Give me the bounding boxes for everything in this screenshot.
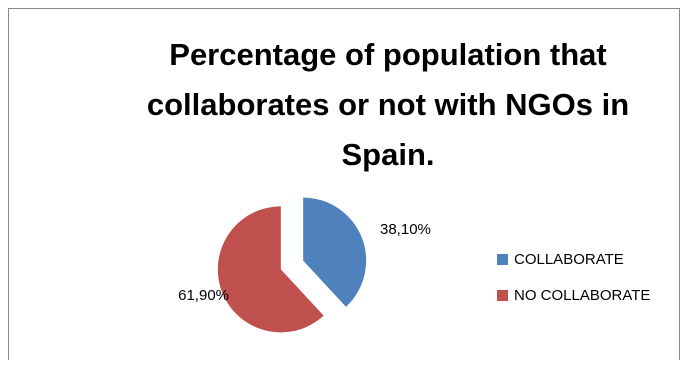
legend-swatch-no-collaborate xyxy=(497,289,508,301)
legend-label-no-collaborate: NO COLLABORATE xyxy=(514,286,651,304)
legend-item-no-collaborate: NO COLLABORATE xyxy=(497,277,650,313)
legend-swatch-collaborate xyxy=(497,253,508,265)
slice-no-collaborate xyxy=(217,206,324,333)
chart-title: Percentage of population that collaborat… xyxy=(146,37,630,172)
chart-frame xyxy=(8,8,680,360)
legend: COLLABORATE NO COLLABORATE xyxy=(497,241,650,313)
legend-item-collaborate: COLLABORATE xyxy=(497,241,650,277)
data-label-no-collaborate: 61,90% xyxy=(178,287,229,304)
slice-collaborate xyxy=(303,197,367,307)
legend-label-collaborate: COLLABORATE xyxy=(514,250,624,268)
data-label-collaborate: 38,10% xyxy=(380,221,431,238)
